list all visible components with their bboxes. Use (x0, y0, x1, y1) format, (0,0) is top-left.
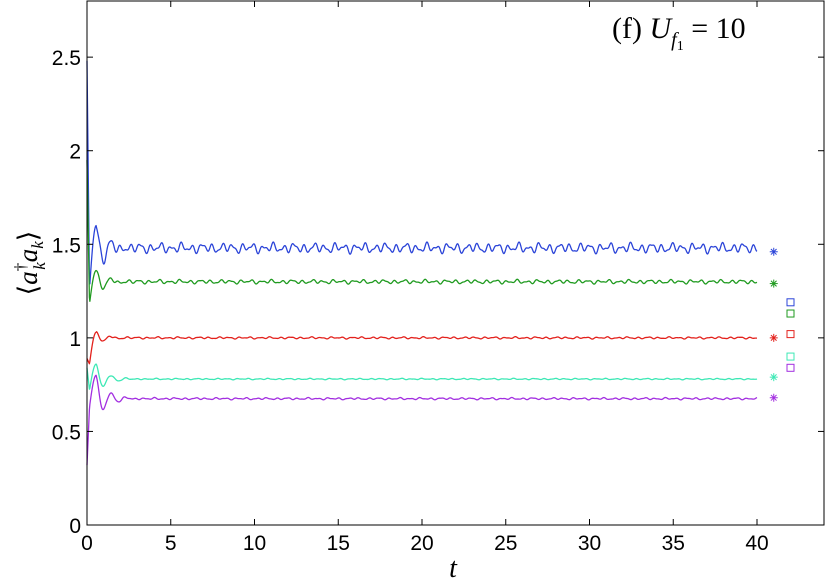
y-tick-label: 2.5 (52, 47, 81, 70)
x-axis-label: t (449, 553, 458, 582)
x-tick-label: 20 (410, 532, 433, 555)
x-tick-label: 30 (578, 532, 601, 555)
star-marker (769, 333, 778, 342)
x-tick-label: 40 (745, 532, 768, 555)
series-line (86, 160, 758, 302)
x-tick-label: 10 (243, 532, 266, 555)
y-axis-label-group: ⟨a†kak⟩ (11, 231, 49, 296)
annotation-label: (f) Uf1 = 10 (612, 12, 746, 54)
star-marker (769, 393, 778, 402)
y-tick-label: 0.5 (52, 421, 81, 444)
square-marker (786, 298, 795, 307)
x-tick-label: 5 (165, 532, 177, 555)
square-marker (786, 363, 795, 372)
plot-content (86, 60, 795, 466)
y-axis-label: ⟨a†kak⟩ (11, 231, 49, 296)
y-tick-label: 1 (69, 328, 81, 351)
star-marker (769, 279, 778, 288)
y-tick-label: 0 (69, 515, 81, 538)
x-tick-label: 25 (494, 532, 517, 555)
square-marker (786, 330, 795, 339)
y-tick-label: 1.5 (52, 234, 81, 257)
y-tick-label: 2 (69, 141, 81, 164)
series-line (86, 60, 758, 285)
square-marker (786, 352, 795, 361)
x-tick-label: 35 (662, 532, 685, 555)
x-tick-label: 15 (327, 532, 350, 555)
x-tick-label: 0 (81, 532, 93, 555)
series-line (86, 374, 758, 466)
star-marker (769, 373, 778, 382)
star-marker (769, 247, 778, 256)
square-marker (786, 309, 795, 318)
axis-ticks: 0 5 10 15 20 25 30 35 40 0 0.5 1 1.5 2 2.5 (52, 1, 824, 555)
series-line (86, 331, 758, 365)
plot-frame (86, 0, 825, 526)
series-line (86, 363, 758, 390)
